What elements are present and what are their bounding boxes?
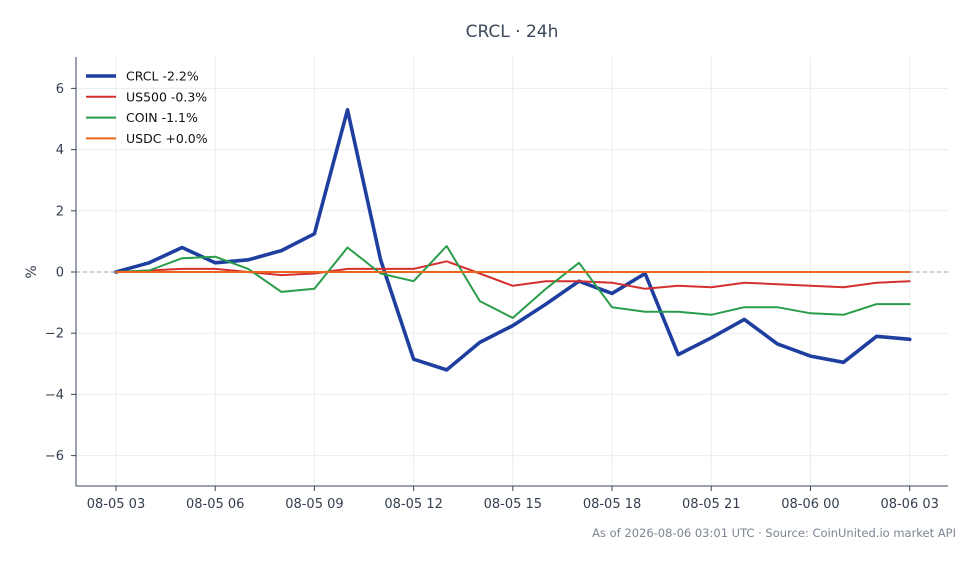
x-tick-label: 08-05 03 (87, 497, 145, 512)
y-tick-label: 2 (56, 204, 64, 219)
y-tick-label: 4 (56, 143, 64, 158)
y-tick-label: −2 (45, 327, 64, 342)
x-tick-label: 08-06 00 (781, 497, 839, 512)
chart-title: CRCL · 24h (466, 22, 559, 42)
series-line-1 (114, 108, 912, 372)
x-tick-label: 08-05 18 (583, 497, 641, 512)
x-tick-label: 08-05 12 (384, 497, 442, 512)
series-line-3 (115, 245, 911, 319)
y-tick-label: 0 (56, 266, 64, 281)
source-footnote: As of 2026-08-06 03:01 UTC · Source: Coi… (592, 526, 956, 540)
legend-label: US500 -0.3% (126, 89, 207, 104)
y-axis-label: % (24, 265, 40, 278)
legend: CRCL -2.2% US500 -0.3% COIN -1.1% USDC +0.0… (86, 69, 208, 146)
x-tick-label: 08-05 09 (285, 497, 343, 512)
x-tick-label: 08-05 15 (484, 497, 542, 512)
x-tick-label: 08-06 03 (880, 497, 938, 512)
legend-label: CRCL -2.2% (126, 69, 199, 84)
legend-label: USDC +0.0% (126, 131, 208, 146)
y-tick-label: −6 (45, 449, 64, 464)
legend-label: COIN -1.1% (126, 110, 198, 125)
y-tick-label: 6 (56, 82, 64, 97)
x-tick-label: 08-05 06 (186, 497, 244, 512)
y-tick-label: −4 (45, 388, 64, 403)
y-axis: −6 −4 −2 0 2 4 6 (45, 82, 76, 464)
x-tick-label: 08-05 21 (682, 497, 740, 512)
series-group (114, 108, 912, 372)
x-axis: 08-05 03 08-05 06 08-05 09 08-05 12 08-05 15… (87, 486, 939, 512)
